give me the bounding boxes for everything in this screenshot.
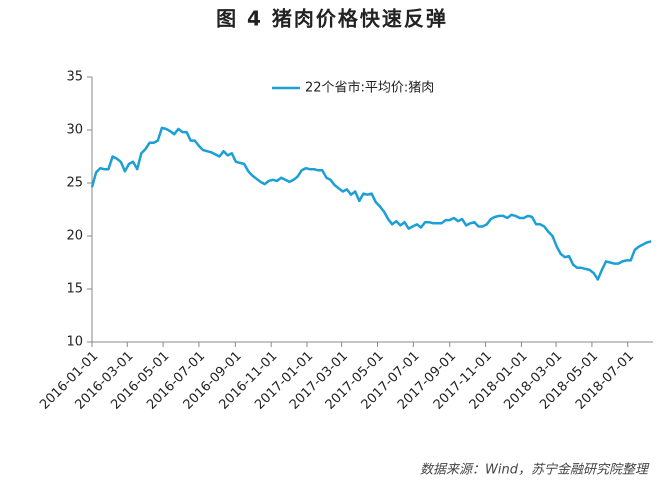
price-line: [90, 126, 652, 281]
y-tick-label: 30: [66, 123, 83, 138]
y-tick-label: 25: [66, 176, 83, 191]
y-tick-label: 20: [66, 229, 83, 244]
source-note: 数据来源：Wind，苏宁金融研究院整理: [420, 462, 650, 478]
y-tick-label: 15: [66, 282, 83, 297]
chart-title: 图 4 猪肉价格快速反弹: [216, 7, 448, 31]
y-tick-label: 35: [66, 70, 83, 85]
legend-label: 22个省市:平均价:猪肉: [305, 80, 434, 96]
y-tick-label: 10: [66, 335, 83, 350]
